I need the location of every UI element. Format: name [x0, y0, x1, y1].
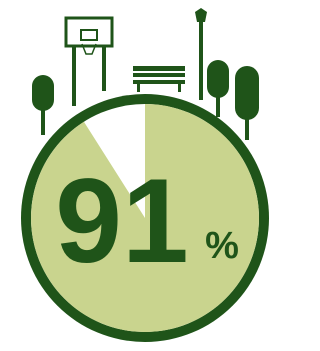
- tree-trunk: [245, 115, 249, 140]
- tree-trunk: [216, 95, 220, 117]
- tree: [235, 66, 259, 120]
- value-label: 91: [55, 154, 188, 288]
- lamp: [195, 8, 207, 22]
- tree-trunk: [41, 105, 45, 135]
- hoop-pole: [72, 46, 76, 106]
- bench-leg: [137, 84, 140, 92]
- hoop-board: [66, 18, 112, 46]
- bench-seat: [133, 80, 185, 84]
- page: 91 % (() => { const data = JSON.parse(do…: [0, 0, 320, 351]
- bench-back: [133, 66, 185, 71]
- chart: 91 %: [0, 0, 280, 351]
- hoop-pole: [102, 46, 106, 91]
- bench-back: [133, 73, 185, 77]
- lamp-post: [199, 22, 203, 100]
- bench-leg: [178, 84, 181, 92]
- hoop-square: [81, 30, 97, 40]
- tree: [207, 60, 229, 98]
- unit-label: %: [205, 225, 239, 267]
